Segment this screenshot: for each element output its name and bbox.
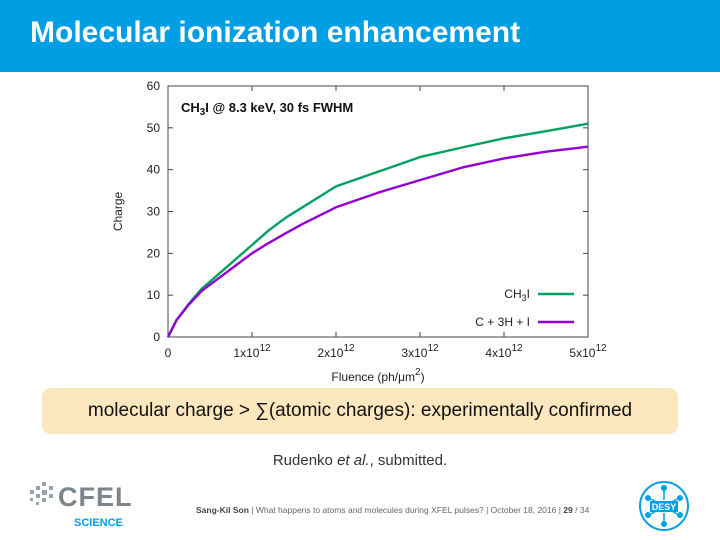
x-tick-exponent: 12: [595, 343, 607, 354]
x-tick-exponent: 12: [427, 343, 439, 354]
x-tick-label: 3x1012: [401, 343, 439, 360]
legend-label: CH3I: [504, 287, 530, 303]
x-axis-label: Fluence (ph/μm2): [331, 367, 424, 384]
annotation-subscript-rest: I @ 8.3 keV, 30 fs FWHM: [205, 100, 353, 115]
footer-sep-2: |: [483, 505, 491, 515]
footer-sep-1: |: [248, 505, 256, 515]
y-tick-label: 30: [147, 205, 161, 219]
cfel-subtitle: SCIENCE: [74, 517, 123, 529]
conclusion-callout: molecular charge > ∑(atomic charges): ex…: [42, 388, 678, 434]
y-tick-label: 10: [147, 288, 161, 302]
series-lines: [166, 122, 589, 338]
y-tick-label: 40: [147, 163, 161, 177]
x-axis-label-close: ): [421, 370, 425, 384]
x-tick-exponent: 12: [343, 343, 355, 354]
citation-rest: , submitted.: [369, 452, 448, 469]
footer-page-total: / 34: [572, 505, 590, 515]
legend-label: C + 3H + I: [475, 315, 530, 329]
desy-wordmark: DESY: [652, 502, 677, 512]
x-axis-label-exponent: 2: [415, 367, 421, 378]
series-line-ch3i: [166, 122, 589, 338]
x-tick-label: 4x1012: [485, 343, 523, 360]
y-axis-label: Charge: [111, 191, 125, 231]
legend: CH3I C + 3H + I: [475, 287, 574, 329]
citation-etal: et al.: [337, 452, 370, 469]
axis-labels: 0 10 20 30 40 50 60 0 1x1012 2x1012 3x1012 4x1012 5x…: [111, 79, 607, 384]
annotation-subscript: 3: [200, 107, 206, 118]
citation-author: Rudenko: [272, 452, 338, 469]
axis-ticks: [167, 85, 589, 338]
footer-page-number: 29: [563, 505, 573, 515]
chart: 0 10 20 30 40 50 60 0 1x1012 2x1012 3x1012 4x1012 5x…: [111, 79, 607, 384]
callout-text: molecular charge > ∑(atomic charges): ex…: [87, 400, 633, 421]
x-tick-label: 1x1012: [233, 343, 271, 360]
cfel-wordmark: CFEL: [58, 482, 133, 512]
footer-sep-3: |: [556, 505, 564, 515]
footer-author: Sang-Kil Son: [196, 505, 249, 515]
x-tick-label: 5x1012: [569, 343, 607, 360]
legend-subscript-rest: I: [527, 287, 530, 301]
y-tick-label: 60: [147, 79, 161, 93]
footer-talk-title: What happens to atoms and molecules duri…: [255, 505, 484, 515]
legend-subscript: 3: [522, 293, 527, 303]
cfel-science-logo: CFEL SCIENCE: [30, 482, 133, 529]
x-tick-exponent: 12: [259, 343, 271, 354]
y-tick-label: 20: [147, 246, 161, 260]
y-tick-label: 50: [147, 121, 161, 135]
footer: Sang-Kil Son | What happens to atoms and…: [196, 505, 626, 515]
footer-date: October 18, 2016: [490, 505, 557, 515]
x-tick-label: 0: [165, 346, 172, 360]
x-tick-label: 2x1012: [317, 343, 355, 360]
citation: Rudenko et al., submitted.: [0, 452, 720, 469]
series-line-atoms: [166, 145, 589, 338]
x-tick-exponent: 12: [511, 343, 523, 354]
chart-annotation: CH3I @ 8.3 keV, 30 fs FWHM: [181, 100, 353, 118]
title-bar: Molecular ionization enhancement: [0, 0, 720, 72]
desy-logo: DESY: [639, 481, 689, 531]
slide-title: Molecular ionization enhancement: [30, 16, 521, 49]
y-tick-label: 0: [153, 330, 160, 344]
